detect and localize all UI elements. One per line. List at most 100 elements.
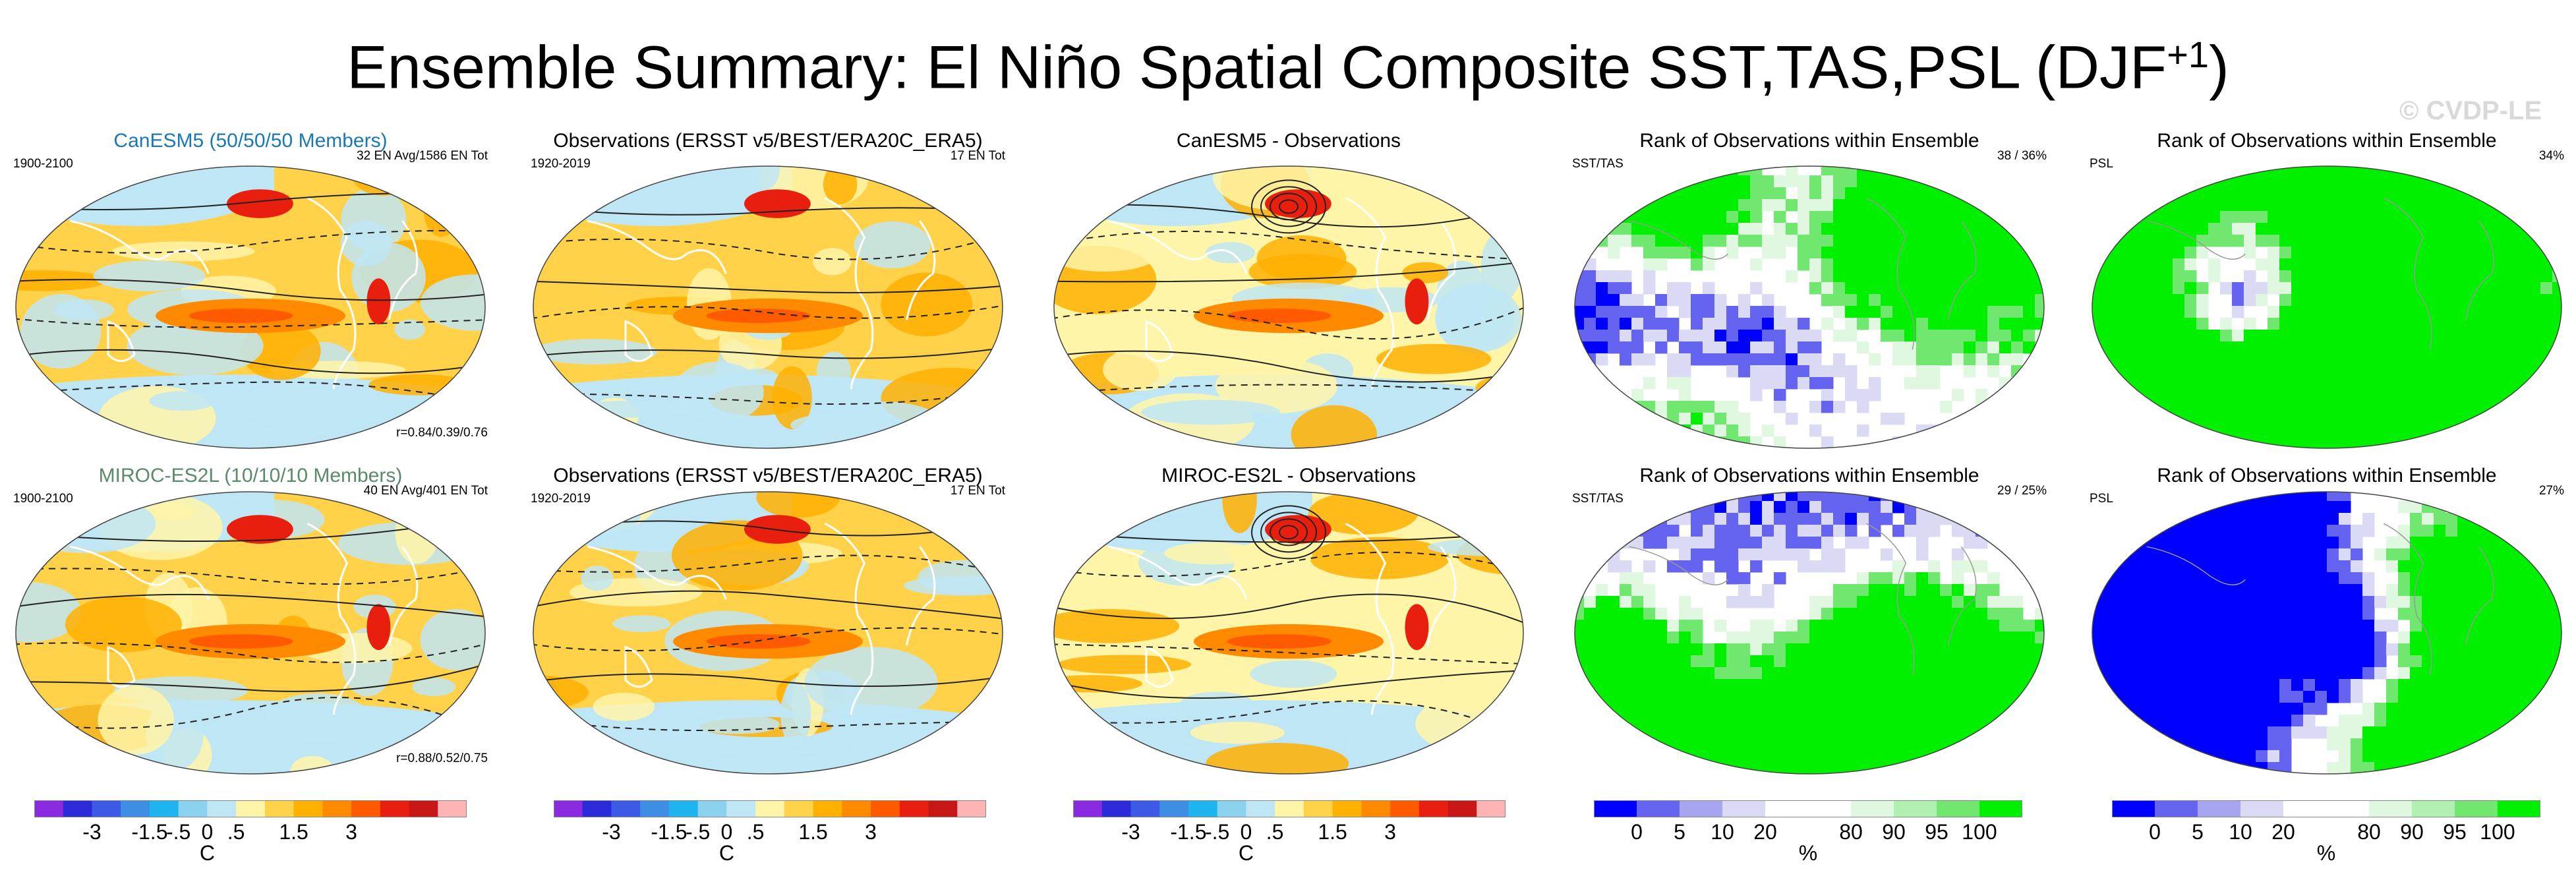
rank-cell (1833, 270, 1846, 283)
rank-cell (2493, 199, 2505, 212)
rank-cell (2517, 247, 2529, 259)
rank-cell (2339, 548, 2351, 561)
rank-cell (2232, 691, 2244, 703)
rank-cell (2291, 306, 2304, 318)
rank-cell (1575, 235, 1585, 247)
rank-cell (2493, 247, 2505, 259)
rank-cell (2268, 187, 2280, 200)
rank-cell (1786, 643, 1798, 656)
rank-cell (1952, 560, 1964, 573)
rank-cell (2113, 247, 2126, 259)
rank-cell (1999, 270, 2012, 283)
rank-cell (1999, 620, 2012, 632)
rank-cell (2184, 235, 2197, 247)
rank-cell (2410, 448, 2422, 451)
rank-cell (1691, 223, 1703, 235)
rank-cell (2493, 655, 2505, 668)
rank-cell (1798, 632, 1810, 644)
rank-cell (2386, 199, 2399, 212)
anomaly-patch (65, 596, 182, 653)
rank-cell (2137, 306, 2150, 318)
rank-cell (2149, 341, 2161, 354)
rank-cell (2493, 306, 2505, 318)
rank-cell (1655, 501, 1668, 514)
rank-cell (2481, 187, 2494, 200)
rank-cell (1798, 365, 1810, 378)
rank-cell (1620, 199, 1632, 212)
rank-cell (2279, 572, 2292, 585)
panel-count-label: 34% (2538, 149, 2564, 163)
rank-cell (1845, 270, 1858, 283)
rank-cell (2256, 608, 2268, 620)
rank-cell (1964, 341, 1976, 354)
rank-cell (2011, 330, 2024, 342)
psl-contour (16, 593, 485, 618)
rank-cell (2137, 560, 2150, 573)
rank-cell (2517, 572, 2529, 585)
rank-cell (2517, 492, 2529, 502)
rank-cell (2552, 726, 2561, 739)
rank-cell (1691, 537, 1703, 549)
rank-cell (2011, 703, 2024, 715)
rank-cell (1821, 726, 1834, 739)
anomaly-patch (693, 714, 780, 734)
rank-cell (1714, 537, 1727, 549)
rank-cell (2113, 377, 2126, 390)
rank-cell (1976, 294, 1988, 307)
rank-cell (2011, 513, 2024, 525)
rank-cell (2517, 425, 2529, 437)
rank-cell (2398, 235, 2411, 247)
rank-cell (2517, 389, 2529, 401)
rank-cell (2481, 235, 2494, 247)
rank-cell (2362, 330, 2375, 342)
colorbar-bin (1073, 800, 1103, 817)
rank-cell (1869, 306, 1881, 318)
rank-cell (1738, 774, 1751, 777)
rank-cell (2434, 282, 2446, 295)
rank-cell (2092, 750, 2102, 763)
rank-cell (2422, 270, 2434, 283)
rank-cell (1928, 211, 1941, 223)
rank-cell (1679, 401, 1691, 413)
rank-cell (2315, 492, 2327, 502)
rank-cell (1608, 282, 1620, 295)
rank-cell (2469, 525, 2482, 537)
rank-cell (2291, 413, 2304, 425)
rank-cell (1952, 750, 1964, 763)
rank-cell (1976, 448, 1988, 451)
rank-cell (1881, 691, 1893, 703)
rank-cell (1821, 679, 1834, 691)
rank-cell (2092, 223, 2102, 235)
rank-cell (2434, 774, 2446, 777)
rank-cell (2327, 620, 2339, 632)
colorbar-bin (2498, 800, 2540, 817)
rank-cell (1845, 703, 1858, 715)
rank-cell (1940, 330, 1952, 342)
rank-cell (2268, 258, 2280, 271)
rank-cell (2244, 436, 2256, 448)
rank-cell (1809, 377, 1822, 390)
rank-cell (1869, 667, 1881, 680)
rank-cell (1845, 596, 1858, 608)
rank-cell (2339, 643, 2351, 656)
rank-cell (1999, 501, 2012, 514)
rank-cell (2505, 401, 2517, 413)
psl-contour (1054, 230, 1523, 260)
rank-cell (2125, 270, 2138, 283)
rank-cell (1952, 330, 1964, 342)
rank-cell (2244, 223, 2256, 235)
rank-cell (1964, 282, 1976, 295)
rank-cell (1952, 270, 1964, 283)
rank-cell (1691, 679, 1703, 691)
rank-cell (1881, 501, 1893, 514)
rank-cell (1584, 166, 1596, 176)
rank-cell (2398, 548, 2411, 561)
rank-cell (1714, 223, 1727, 235)
rank-cell (2315, 258, 2327, 271)
rank-cell (1928, 655, 1941, 668)
rank-cell (1620, 318, 1632, 330)
rank-cell (2173, 401, 2185, 413)
rank-cell (2362, 608, 2375, 620)
rank-cell (2184, 537, 2197, 549)
rank-cell (2196, 413, 2209, 425)
